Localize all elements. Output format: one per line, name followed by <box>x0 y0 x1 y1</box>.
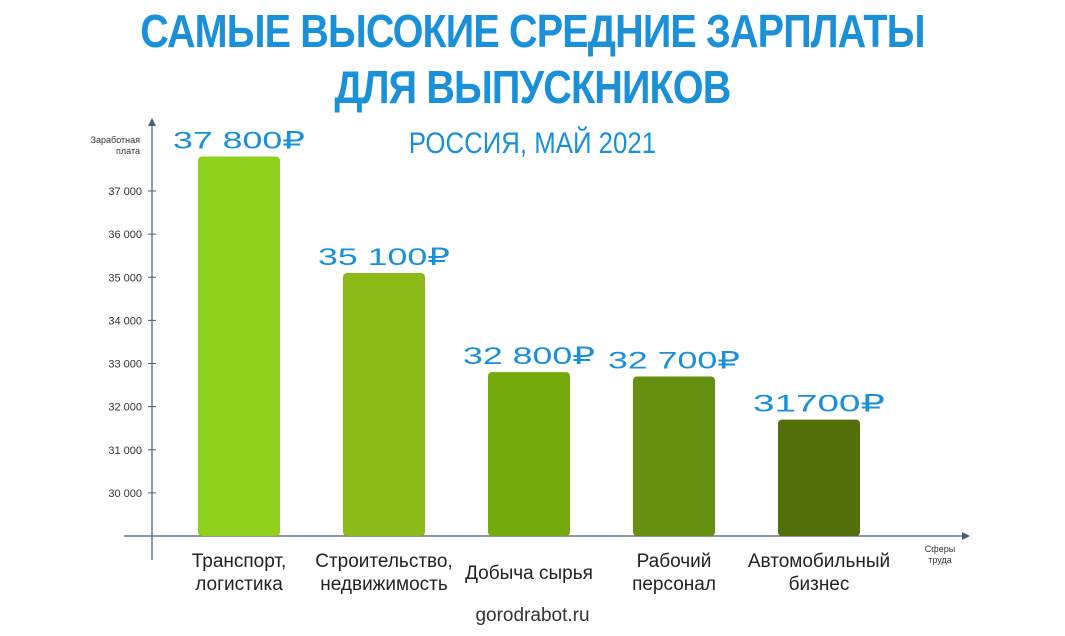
x-tick-label: Рабочий <box>637 551 712 572</box>
x-tick-label: недвижимость <box>320 574 448 595</box>
x-tick-label: бизнес <box>789 574 850 595</box>
x-tick-label: Транспорт, <box>192 551 287 572</box>
y-tick-label: 30 000 <box>108 488 142 500</box>
y-tick-label: 36 000 <box>108 229 142 241</box>
x-tick-label: Строительство, <box>315 551 453 572</box>
x-tick-label: Добыча сырья <box>465 563 593 584</box>
bar-value-label: 32 700₽ <box>608 347 740 374</box>
bar-value-label: 31700₽ <box>753 391 885 418</box>
chart-labels: 37 800₽ Транспорт,логистика 35 100₽ Строите… <box>173 128 890 596</box>
x-tick-label: Автомобильный <box>748 551 890 572</box>
y-tick-label: 32 000 <box>108 402 142 414</box>
bar-value-label: 35 100₽ <box>318 244 450 271</box>
chart-subtitle: РОССИЯ, МАЙ 2021 <box>408 127 657 160</box>
y-tick-label: 34 000 <box>108 315 142 327</box>
bar <box>198 156 280 536</box>
x-tick-label: персонал <box>632 574 716 595</box>
x-axis-title: труда <box>928 555 951 565</box>
y-axis-title: плата <box>116 146 140 156</box>
chart-title-line1: САМЫЕ ВЫСОКИЕ СРЕДНИЕ ЗАРПЛАТЫ <box>140 5 925 57</box>
chart-title-line2: ДЛЯ ВЫПУСКНИКОВ <box>334 61 731 113</box>
bar <box>343 272 425 536</box>
y-axis-arrow <box>148 118 156 126</box>
y-tick-label: 33 000 <box>108 359 142 371</box>
y-tick-label: 31 000 <box>108 445 142 457</box>
x-axis-arrow <box>962 532 970 540</box>
y-axis-title: Заработная <box>91 135 141 145</box>
y-tick-label: 37 000 <box>108 186 142 198</box>
source-label: gorodrabot.ru <box>475 605 590 626</box>
chart-bars <box>198 156 860 536</box>
bar <box>778 419 860 536</box>
y-tick-label: 35 000 <box>108 272 142 284</box>
bar-value-label: 37 800₽ <box>173 128 305 155</box>
x-axis-title: Сферы <box>925 544 955 554</box>
bar <box>633 376 715 536</box>
bar <box>488 372 570 536</box>
bar-value-label: 32 800₽ <box>463 343 595 370</box>
x-tick-label: логистика <box>195 574 283 595</box>
